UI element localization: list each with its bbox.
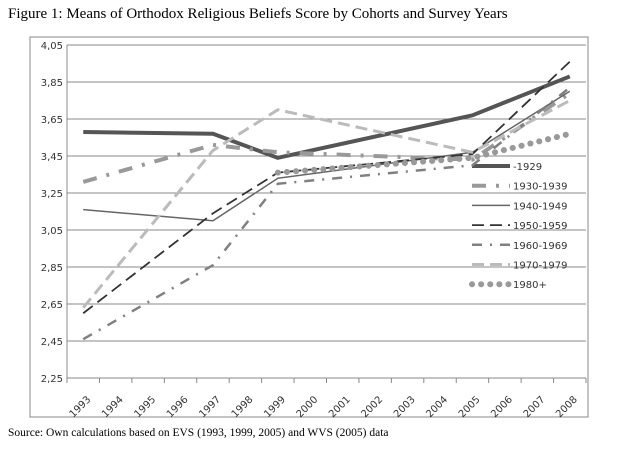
legend-label: -1929 [513, 162, 542, 173]
y-tick-label: 3,25 [41, 189, 63, 200]
x-tick-label: 1999 [262, 394, 288, 420]
x-tick-label: 2001 [327, 394, 353, 420]
legend-label: 1930-1939 [513, 182, 568, 193]
y-tick-label: 4,05 [41, 41, 63, 52]
x-tick-label: 1994 [100, 394, 126, 420]
x-tick-label: 2008 [554, 394, 580, 420]
x-tick-label: 2007 [522, 394, 548, 420]
y-tick-label: 2,65 [41, 300, 63, 311]
x-tick-label: 1996 [165, 394, 191, 420]
y-tick-label: 2,85 [41, 263, 63, 274]
x-tick-label: 1998 [230, 394, 256, 420]
y-tick-label: 3,65 [41, 115, 63, 126]
x-tick-label: 1993 [68, 394, 94, 420]
x-tick-label: 1995 [132, 394, 158, 420]
y-tick-label: 2,25 [41, 374, 63, 385]
legend-label: 1980+ [513, 280, 547, 291]
legend-label: 1940-1949 [513, 201, 568, 212]
x-tick-label: 2002 [360, 394, 386, 420]
x-tick-label: 1997 [197, 394, 223, 420]
x-tick-label: 2003 [392, 394, 418, 420]
source-note: Source: Own calculations based on EVS (1… [8, 427, 389, 439]
series-line-7 [274, 130, 573, 176]
y-tick-label: 2,45 [41, 337, 63, 348]
legend-label: 1950-1959 [513, 221, 568, 232]
x-tick-label: 2004 [424, 394, 450, 420]
legend-label: 1960-1969 [513, 241, 568, 252]
y-tick-label: 3,05 [41, 226, 63, 237]
y-tick-label: 3,45 [41, 152, 63, 163]
chart-frame [29, 36, 589, 418]
x-tick-label: 2005 [457, 394, 483, 420]
y-tick-label: 3,85 [41, 78, 63, 89]
legend-label: 1970-1979 [513, 261, 568, 272]
series-line-5 [82, 86, 571, 341]
x-tick-label: 2006 [489, 394, 515, 420]
x-tick-label: 2000 [295, 394, 321, 420]
chart-title: Figure 1: Means of Orthodox Religious Be… [8, 6, 508, 22]
